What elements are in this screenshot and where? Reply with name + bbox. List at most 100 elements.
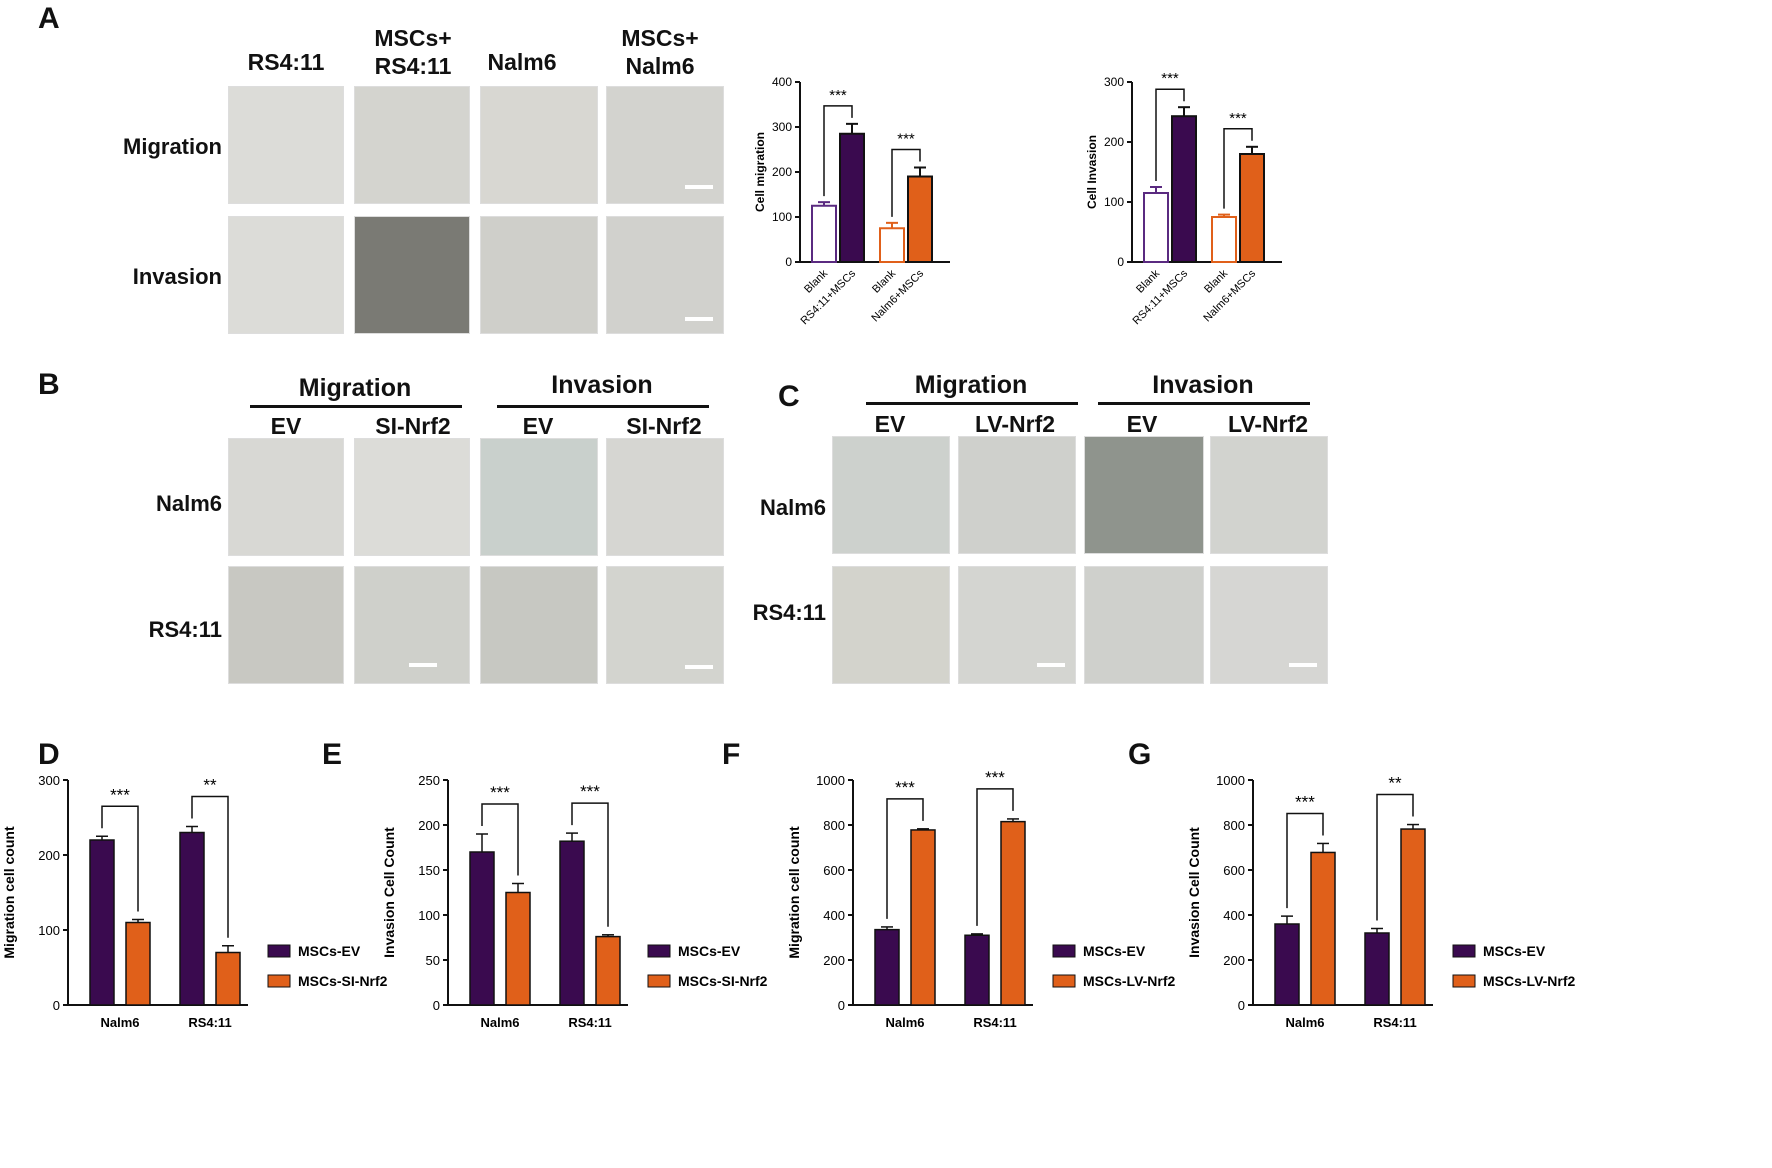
row-label-invasion: Invasion	[132, 264, 222, 289]
significance-label: ***	[490, 783, 510, 802]
micrograph-c-3	[1084, 436, 1204, 554]
micrograph-b-4	[606, 438, 724, 556]
significance-bracket	[101, 805, 139, 912]
bar	[1171, 115, 1197, 264]
scale-bar	[1289, 663, 1317, 667]
y-tick-label: 100	[1104, 195, 1124, 209]
panel-label-e: E	[322, 738, 343, 771]
significance-bracket	[1376, 793, 1414, 921]
y-tick-label: 100	[38, 923, 60, 938]
bar	[874, 928, 900, 1006]
column-label-ev: EV	[522, 413, 554, 439]
bar	[1239, 153, 1265, 263]
y-axis-label: Cell migration	[753, 132, 767, 212]
significance-label: **	[1388, 774, 1402, 793]
y-tick-label: 200	[1104, 135, 1124, 149]
micrograph-b-6	[354, 566, 470, 684]
bar	[1310, 851, 1336, 1006]
bar	[595, 935, 621, 1006]
y-tick-label: 300	[1104, 75, 1124, 89]
y-tick-label: 250	[418, 773, 440, 788]
micrograph-c-7	[1084, 566, 1204, 684]
micrograph-b-3	[480, 438, 598, 556]
panel-label-b: B	[38, 368, 60, 401]
legend-swatch	[647, 974, 671, 988]
y-tick-label: 400	[1223, 908, 1245, 923]
x-tick-label: Nalm6	[1285, 1015, 1324, 1030]
y-tick-label: 150	[418, 863, 440, 878]
micrograph-c-2	[958, 436, 1076, 554]
micrograph-b-7	[480, 566, 598, 684]
legend-label: MSCs-EV	[1083, 943, 1146, 959]
y-tick-label: 800	[1223, 818, 1245, 833]
significance-label: ***	[1161, 70, 1179, 87]
micrograph-b-1	[228, 438, 344, 556]
group-underline	[866, 402, 1078, 405]
y-tick-label: 0	[785, 255, 792, 269]
x-tick-label: RS4:11	[568, 1015, 611, 1030]
micrograph-a-migration-nalm6	[480, 86, 598, 204]
scale-bar	[685, 317, 713, 321]
y-tick-label: 0	[53, 998, 60, 1013]
y-axis-label: Cell Invasion	[1085, 135, 1099, 209]
bar	[964, 934, 990, 1006]
significance-bracket	[571, 802, 609, 927]
y-axis-label: Migration cell count	[1, 826, 17, 959]
bar	[125, 921, 151, 1006]
group-label-migration: Migration	[914, 371, 1028, 399]
legend-label: MSCs-EV	[678, 943, 741, 959]
micrograph-b-8	[606, 566, 724, 684]
significance-bracket	[886, 798, 924, 919]
column-label-ev: EV	[270, 413, 302, 439]
group-underline	[497, 405, 709, 408]
micrograph-a-invasion-nalm6	[480, 216, 598, 334]
bar	[505, 891, 531, 1006]
micrograph-c-1	[832, 436, 950, 554]
legend-swatch	[1452, 944, 1476, 958]
bar	[811, 204, 837, 263]
y-tick-label: 0	[1238, 998, 1245, 1013]
y-tick-label: 50	[426, 953, 440, 968]
y-axis-label: Invasion Cell Count	[381, 827, 397, 958]
bar	[1364, 932, 1390, 1006]
y-tick-label: 200	[772, 165, 792, 179]
y-tick-label: 1000	[816, 773, 845, 788]
bar	[1000, 820, 1026, 1006]
micrograph-a-migration-mscs-nalm6	[606, 86, 724, 204]
bar	[910, 829, 936, 1006]
scale-bar	[409, 663, 437, 667]
bar	[215, 951, 241, 1006]
y-tick-label: 100	[772, 210, 792, 224]
bar	[1143, 192, 1169, 263]
chart-g: 0 200 400 600 800 1000 Invasion Cell Count Nalm…	[1186, 773, 1576, 1030]
y-tick-label: 200	[418, 818, 440, 833]
significance-label: ***	[580, 782, 600, 801]
bar	[839, 132, 865, 263]
legend-label: MSCs-EV	[1483, 943, 1546, 959]
row-label-nalm6: Nalm6	[759, 495, 826, 520]
row-label-rs411: RS4:11	[752, 600, 826, 625]
bar	[1400, 828, 1426, 1006]
legend-label: MSCs-LV-Nrf2	[1483, 973, 1576, 989]
chart-f: 0 200 400 600 800 1000 Migration cell count Nal…	[786, 768, 1176, 1030]
micrograph-a-invasion-mscs-rs411	[354, 216, 470, 334]
y-tick-label: 0	[1117, 255, 1124, 269]
significance-label: ***	[1295, 792, 1315, 811]
y-axis-label: Migration cell count	[786, 826, 802, 959]
y-axis-label: Invasion Cell Count	[1186, 827, 1202, 958]
significance-label: ***	[829, 87, 847, 104]
column-label-si-nrf2: SI-Nrf2	[375, 413, 451, 439]
group-label-migration: Migration	[298, 374, 412, 402]
significance-bracket	[891, 148, 921, 217]
x-tick-label: RS4:11	[1373, 1015, 1416, 1030]
legend-swatch	[1052, 974, 1076, 988]
group-label-invasion: Invasion	[1152, 371, 1254, 399]
column-label-lv-nrf2: LV-Nrf2	[974, 411, 1056, 437]
group-label-invasion: Invasion	[551, 371, 653, 399]
bar	[907, 175, 933, 263]
column-label-mscs-rs411: MSCs+ RS4:11	[374, 25, 452, 79]
significance-bracket	[976, 788, 1014, 926]
panel-label-g: G	[1128, 738, 1152, 771]
y-tick-label: 200	[38, 848, 60, 863]
significance-bracket	[1223, 128, 1253, 209]
